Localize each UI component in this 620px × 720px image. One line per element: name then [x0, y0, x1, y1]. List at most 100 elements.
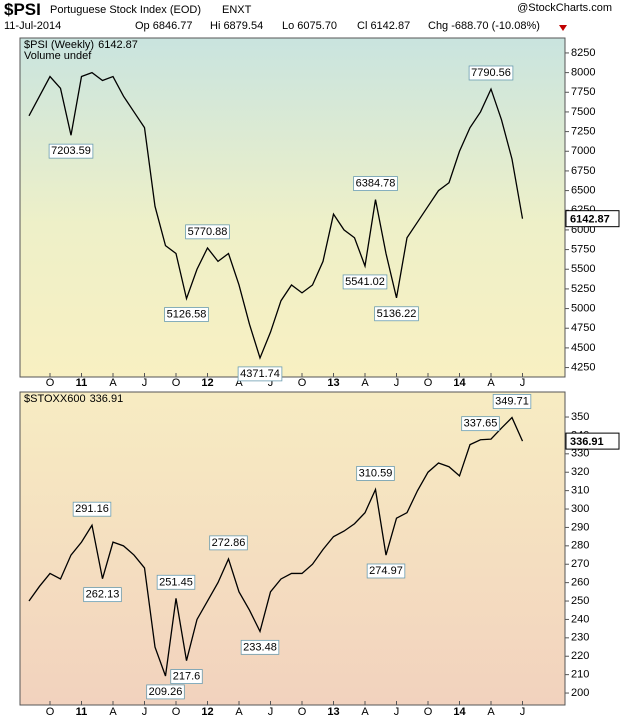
annotation-box [374, 306, 419, 322]
annotation: 5126.58 [167, 309, 207, 321]
y-tick-label: 300 [571, 503, 589, 515]
y-tick-label: 6750 [571, 165, 595, 177]
x-tick-label: A [109, 706, 117, 718]
annotation: 337.65 [464, 418, 498, 430]
y-tick-label: 230 [571, 632, 589, 644]
x-tick-label: J [394, 706, 400, 718]
y-tick-label: 250 [571, 595, 589, 607]
y-tick-label: 320 [571, 466, 589, 478]
volume-note: Volume undef [24, 50, 92, 62]
y-tick-label: 280 [571, 540, 589, 552]
annotation: 272.86 [212, 537, 246, 549]
x-tick-label: J [394, 377, 400, 389]
high: Hi 6879.54 [210, 20, 264, 32]
x-tick-label: O [298, 706, 307, 718]
y-tick-label: 4250 [571, 361, 595, 373]
legend-value: 336.91 [90, 393, 124, 405]
y-tick-label: 220 [571, 650, 589, 662]
x-tick-label: 12 [201, 706, 213, 718]
y-tick-label: 210 [571, 669, 589, 681]
current-value: 6142.87 [570, 214, 610, 226]
x-tick-label: 13 [327, 706, 339, 718]
y-tick-label: 7750 [571, 86, 595, 98]
y-tick-label: 260 [571, 577, 589, 589]
x-tick-label: A [487, 706, 495, 718]
y-tick-label: 5250 [571, 283, 595, 295]
annotation-box [468, 65, 514, 81]
x-tick-label: 11 [76, 706, 88, 718]
y-tick-label: 350 [571, 411, 589, 423]
plot-area [19, 37, 566, 378]
source: @StockCharts.com [517, 2, 612, 14]
annotation-box [240, 639, 280, 655]
legend-name: $STOXX600 [24, 393, 86, 405]
x-tick-label: 14 [453, 706, 466, 718]
annotation-box [342, 274, 388, 290]
annotation-box [164, 307, 209, 322]
annotation-box [156, 574, 196, 590]
current-value: 336.91 [570, 436, 604, 448]
x-tick-label: A [361, 706, 369, 718]
date: 11-Jul-2014 [4, 20, 62, 32]
symbol: $PSI [4, 0, 41, 19]
legend-name: $PSI (Weekly) [24, 39, 94, 51]
y-tick-label: 5750 [571, 243, 595, 255]
annotation: 4371.74 [240, 368, 280, 380]
x-tick-label: O [46, 377, 55, 389]
x-tick-label: A [235, 377, 243, 389]
annotation: 274.97 [369, 565, 403, 577]
annotation-box [356, 466, 395, 481]
annotation-box [185, 224, 230, 240]
price-line [28, 416, 524, 677]
x-tick-label: J [268, 706, 274, 718]
exchange: ENXT [222, 4, 252, 16]
x-tick-label: 11 [76, 377, 88, 389]
annotation: 6384.78 [356, 178, 396, 190]
y-tick-label: 290 [571, 521, 589, 533]
x-tick-label: A [235, 706, 243, 718]
y-tick-label: 200 [571, 687, 589, 699]
y-tick-label: 6500 [571, 184, 595, 196]
annotation-box [48, 143, 94, 159]
annotation-box [492, 394, 532, 409]
x-tick-label: J [142, 377, 148, 389]
open: Op 6846.77 [135, 20, 193, 32]
price-line [28, 71, 524, 360]
x-tick-label: O [172, 706, 181, 718]
y-tick-label: 7500 [571, 106, 595, 118]
y-tick-label: 5500 [571, 263, 595, 275]
down-arrow [559, 25, 567, 31]
x-tick-label: O [298, 377, 307, 389]
change: Chg -688.70 (-10.08%) [428, 20, 540, 32]
x-tick-label: O [46, 706, 55, 718]
annotation: 251.45 [159, 576, 193, 588]
y-tick-label: 8250 [571, 47, 595, 59]
y-tick-label: 270 [571, 558, 589, 570]
y-tick-label: 4750 [571, 322, 595, 334]
annotation: 7790.56 [471, 67, 511, 79]
x-tick-label: 14 [453, 377, 466, 389]
annotation: 217.6 [173, 671, 201, 683]
x-tick-label: O [172, 377, 181, 389]
annotation: 7203.59 [51, 145, 91, 157]
y-tick-label: 240 [571, 613, 589, 625]
x-tick-label: 12 [201, 377, 213, 389]
x-tick-label: J [520, 377, 526, 389]
y-tick-label: 7000 [571, 145, 595, 157]
annotation: 349.71 [495, 395, 529, 407]
low: Lo 6075.70 [282, 20, 338, 32]
annotation-box [209, 535, 248, 551]
x-tick-label: A [361, 377, 369, 389]
annotation-box [366, 563, 406, 579]
index-name: Portuguese Stock Index (EOD) [50, 4, 202, 16]
annotation: 310.59 [359, 467, 393, 479]
y-tick-label: 310 [571, 485, 589, 497]
legend-value: 6142.87 [98, 39, 138, 51]
x-tick-label: O [424, 706, 433, 718]
annotation: 209.26 [149, 686, 183, 698]
current-box [565, 432, 620, 450]
x-tick-label: 13 [327, 377, 339, 389]
annotation: 5770.88 [188, 226, 228, 238]
x-tick-label: J [142, 706, 148, 718]
